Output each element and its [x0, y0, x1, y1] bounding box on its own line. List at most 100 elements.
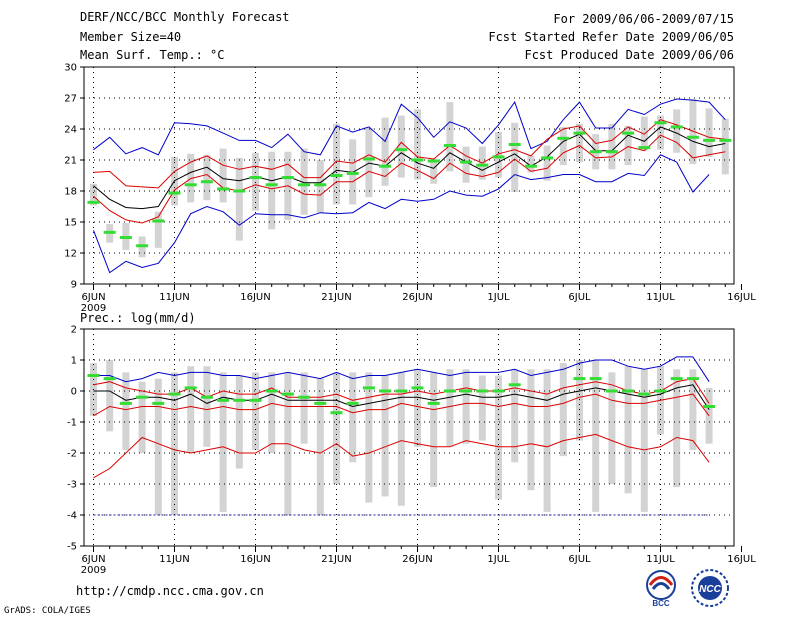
observed-marker	[249, 176, 262, 180]
observed-marker	[200, 180, 213, 184]
spread-bar	[559, 363, 567, 457]
y-tick-label: 18	[64, 187, 77, 198]
observed-marker	[443, 144, 456, 148]
fcst-started-date: Fcst Started Refer Date 2009/06/05	[488, 30, 734, 44]
spread-bar	[187, 366, 195, 453]
spread-bar	[381, 375, 389, 497]
spread-bar	[252, 372, 259, 450]
series-lower	[93, 393, 710, 417]
spread-bar	[316, 160, 324, 213]
observed-marker	[411, 158, 424, 162]
year-label: 2009	[81, 303, 106, 314]
x-tick-label: 6JUL	[568, 292, 591, 303]
x-tick-label: 6JUN	[81, 292, 105, 303]
observed-marker	[103, 230, 116, 234]
observed-marker	[508, 383, 521, 387]
spread-bar	[187, 153, 195, 203]
spread-bar	[462, 146, 470, 183]
spread-bar	[559, 126, 567, 166]
observed-marker	[314, 401, 327, 405]
source-url[interactable]: http://cmdp.ncc.cma.gov.cn	[76, 584, 264, 598]
observed-marker	[168, 191, 181, 195]
observed-marker	[346, 171, 359, 175]
spread-bar	[268, 151, 276, 230]
observed-marker	[605, 389, 618, 393]
observed-marker	[686, 377, 699, 381]
spread-bar	[592, 360, 600, 512]
observed-marker	[265, 183, 278, 187]
spread-bar	[511, 369, 519, 463]
observed-marker	[379, 164, 392, 168]
y-tick-label: 0	[71, 387, 77, 398]
observed-marker	[476, 389, 489, 393]
series-lower	[93, 134, 726, 224]
spread-bar	[333, 123, 340, 205]
observed-marker	[249, 398, 262, 402]
observed-marker	[686, 135, 699, 139]
observed-marker	[119, 401, 132, 405]
observed-marker	[427, 401, 440, 405]
observed-marker	[233, 398, 246, 402]
spread-bar	[203, 366, 211, 447]
precip-panel-title: Prec.: log(mm/d)	[80, 311, 196, 325]
spread-bar	[462, 369, 470, 444]
y-tick-label: 2	[71, 325, 77, 336]
spread-bar	[154, 378, 162, 515]
member-size: Member Size=40	[80, 30, 182, 44]
x-tick-label: 11JUN	[159, 554, 189, 565]
spread-bar	[252, 152, 259, 211]
spread-bar	[171, 372, 178, 515]
series-max	[93, 98, 726, 156]
x-tick-label: 6JUL	[568, 554, 591, 565]
observed-marker	[589, 377, 602, 381]
spread-bar	[446, 369, 454, 447]
y-tick-label: 15	[64, 218, 77, 229]
observed-marker	[557, 136, 570, 140]
observed-marker	[508, 143, 521, 146]
observed-marker	[362, 157, 375, 161]
ncc-logo-text: NCC	[699, 584, 721, 595]
spread-bar	[397, 372, 405, 506]
x-tick-label: 21JUN	[321, 554, 351, 565]
observed-marker	[217, 398, 230, 402]
observed-marker	[605, 150, 618, 154]
y-tick-label: 12	[64, 249, 77, 260]
observed-marker	[362, 386, 375, 390]
observed-marker	[654, 389, 667, 393]
bcc-logo-text: BCC	[652, 599, 670, 608]
chart-title: DERF/NCC/BCC Monthly Forecast	[80, 10, 290, 24]
year-label: 2009	[81, 565, 106, 576]
observed-marker	[589, 150, 602, 154]
y-tick-label: -5	[67, 542, 77, 553]
x-tick-label: 6JUN	[81, 554, 105, 565]
spread-bar	[721, 118, 729, 175]
y-tick-label: -1	[67, 418, 77, 429]
observed-marker	[670, 125, 683, 129]
observed-marker	[346, 401, 359, 405]
y-tick-label: -2	[67, 449, 77, 460]
observed-marker	[703, 138, 716, 142]
spread-bar	[689, 369, 697, 450]
series-lower-spread	[93, 433, 710, 479]
fcst-produced-date: Fcst Produced Date 2009/06/06	[524, 48, 734, 62]
series-max	[93, 356, 710, 383]
x-tick-label: 26JUN	[402, 554, 432, 565]
spread-bar	[527, 155, 535, 173]
spread-bar	[333, 372, 340, 484]
y-tick-label: -3	[67, 480, 77, 491]
spread-bar	[154, 211, 162, 248]
observed-marker	[281, 392, 294, 396]
y-tick-label: 9	[71, 280, 77, 291]
observed-marker	[476, 163, 489, 167]
spread-bar	[430, 372, 438, 488]
spread-bar	[624, 125, 632, 166]
observed-marker	[703, 405, 716, 408]
spread-bar	[203, 154, 211, 201]
observed-marker	[622, 131, 635, 135]
y-tick-label: 1	[71, 356, 77, 367]
plot-frame	[83, 328, 735, 547]
x-tick-label: 11JUL	[646, 554, 675, 565]
observed-marker	[395, 148, 408, 152]
observed-marker	[719, 138, 732, 142]
